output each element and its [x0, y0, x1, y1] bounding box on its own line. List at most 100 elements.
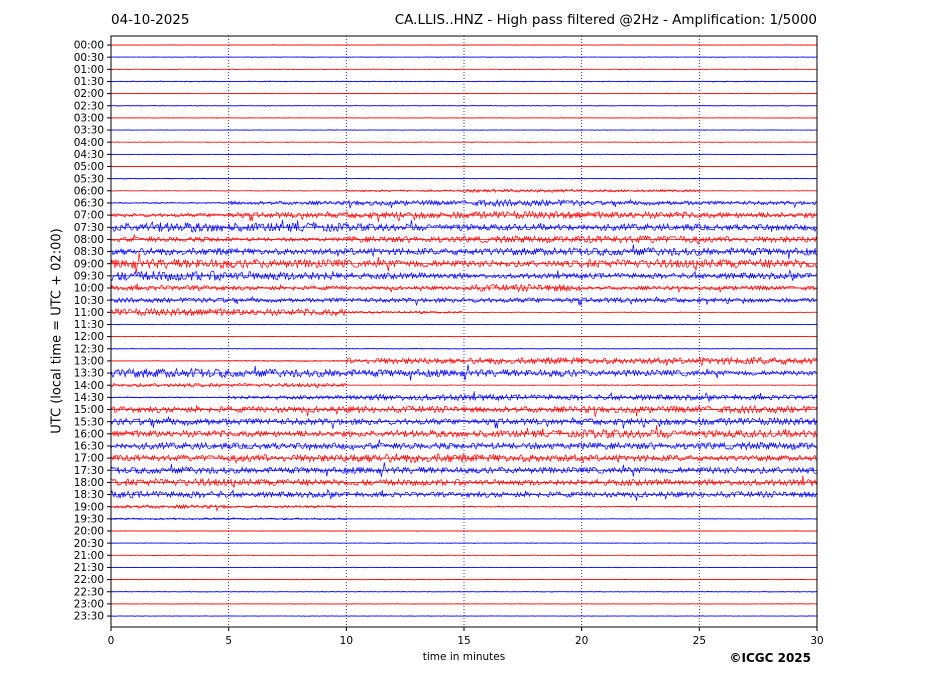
trace-1930: [110, 517, 818, 521]
copyright-label: ©ICGC 2025: [729, 651, 811, 665]
trace-2200: [110, 578, 818, 581]
x-tick-label: 20: [575, 635, 588, 647]
y-tick-label: 10:00: [74, 283, 104, 295]
x-tick-label: 0: [108, 635, 115, 647]
trace-0730: [110, 219, 818, 233]
y-tick-label: 02:30: [74, 100, 104, 112]
trace-2030: [110, 542, 818, 544]
y-tick-label: 01:00: [74, 64, 104, 76]
date-label: 04-10-2025: [111, 12, 190, 28]
trace-0900: [110, 252, 818, 274]
trace-1430: [110, 391, 818, 403]
trace-1100: [110, 307, 818, 317]
trace-2000: [110, 530, 818, 532]
trace-1630: [110, 439, 818, 451]
trace-0400: [110, 141, 818, 143]
y-tick-label: 20:00: [74, 526, 104, 538]
trace-1300: [110, 356, 818, 366]
y-tick-label: 13:30: [74, 368, 104, 380]
chart-title: CA.LLIS..HNZ - High pass filtered @2Hz -…: [394, 12, 817, 28]
y-tick-label: 22:30: [74, 586, 104, 598]
trace-0630: [110, 198, 818, 209]
trace-1130: [110, 323, 818, 326]
y-tick-label: 23:00: [74, 599, 104, 611]
trace-0130: [110, 80, 818, 83]
y-tick-label: 04:30: [74, 149, 104, 161]
y-tick-label: 22:00: [74, 574, 104, 586]
trace-0300: [110, 117, 818, 119]
trace-1000: [110, 283, 818, 294]
y-tick-label: 00:30: [74, 52, 104, 64]
y-tick-label: 01:30: [74, 76, 104, 88]
y-tick-label: 09:30: [74, 270, 104, 282]
y-tick-label: 13:00: [74, 356, 104, 368]
y-tick-label: 08:30: [74, 246, 104, 258]
trace-1230: [110, 348, 818, 350]
y-tick-label: 16:00: [74, 428, 104, 440]
x-tick-label: 10: [340, 635, 353, 647]
trace-0030: [110, 56, 818, 58]
trace-0700: [110, 210, 818, 223]
y-tick-label: 18:30: [74, 489, 104, 501]
y-tick-label: 18:00: [74, 477, 104, 489]
trace-1500: [110, 404, 818, 417]
trace-1830: [110, 488, 818, 501]
y-tick-label: 17:00: [74, 453, 104, 465]
y-tick-label: 05:30: [74, 173, 104, 185]
y-tick-label: 14:00: [74, 380, 104, 392]
y-tick-label: 06:30: [74, 198, 104, 210]
trace-0830: [110, 244, 818, 260]
trace-0100: [110, 68, 818, 70]
trace-1200: [110, 335, 818, 338]
y-tick-label: 11:30: [74, 319, 104, 331]
x-tick-label: 30: [810, 635, 823, 647]
y-tick-label: 03:00: [74, 113, 104, 125]
trace-0230: [110, 105, 818, 107]
y-tick-label: 19:00: [74, 501, 104, 513]
x-tick-label: 15: [457, 635, 470, 647]
trace-2230: [110, 591, 818, 593]
trace-1530: [110, 416, 818, 429]
y-tick-label: 02:00: [74, 88, 104, 100]
trace-1800: [110, 475, 818, 488]
x-tick-label: 25: [693, 635, 706, 647]
y-tick-label: 21:30: [74, 562, 104, 574]
y-tick-label: 07:30: [74, 222, 104, 234]
trace-0000: [110, 44, 818, 46]
trace-0330: [110, 129, 818, 131]
trace-0530: [110, 177, 818, 180]
y-tick-label: 00:00: [74, 40, 104, 52]
trace-1700: [110, 452, 818, 464]
trace-1030: [110, 295, 818, 307]
plot-frame: [110, 35, 818, 628]
y-tick-label: 06:00: [74, 185, 104, 197]
trace-2330: [110, 615, 818, 617]
trace-0200: [110, 92, 818, 95]
y-tick-label: 15:30: [74, 416, 104, 428]
trace-2300: [110, 603, 817, 605]
y-tick-label: 15:00: [74, 404, 104, 416]
trace-1600: [110, 425, 818, 440]
y-tick-label: 11:00: [74, 307, 104, 319]
trace-1900: [110, 503, 818, 512]
trace-0500: [110, 165, 818, 168]
y-tick-label: 05:00: [74, 161, 104, 173]
y-tick-label: 09:00: [74, 258, 104, 270]
y-tick-label: 08:00: [74, 234, 104, 246]
trace-0600: [110, 188, 818, 194]
y-tick-label: 04:00: [74, 137, 104, 149]
trace-1730: [110, 462, 818, 477]
trace-1330: [110, 364, 818, 381]
y-tick-label: 10:30: [74, 295, 104, 307]
y-tick-label: 19:30: [74, 513, 104, 525]
trace-2100: [110, 554, 818, 557]
trace-0930: [110, 269, 818, 282]
y-tick-label: 12:00: [74, 331, 104, 343]
trace-0800: [110, 234, 818, 246]
y-tick-label: 14:30: [74, 392, 104, 404]
y-tick-label: 20:30: [74, 538, 104, 550]
y-tick-label: 03:30: [74, 125, 104, 137]
y-tick-label: 23:30: [74, 611, 104, 623]
y-tick-label: 16:30: [74, 441, 104, 453]
